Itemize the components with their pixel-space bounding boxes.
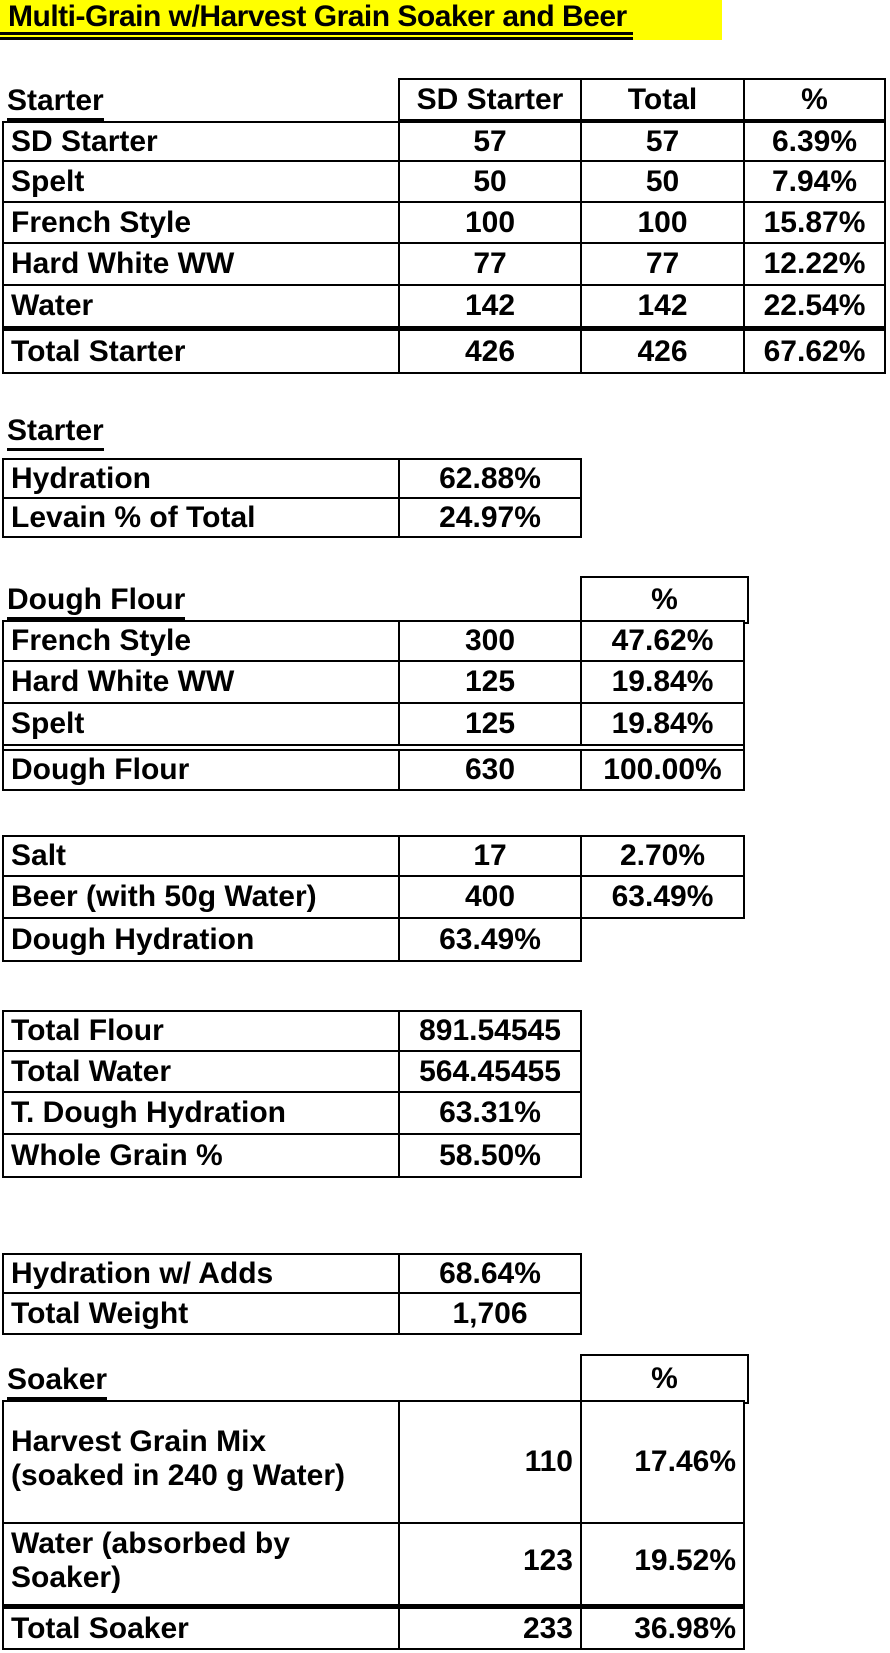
cell-percent: 58.50% — [400, 1135, 580, 1176]
row-label: SD Starter — [4, 123, 398, 160]
cell-value: 1,706 — [400, 1294, 580, 1333]
cell-percent: 15.87% — [745, 203, 884, 242]
row-label: Spelt — [4, 162, 398, 201]
cell-value: 125 — [400, 662, 580, 702]
row-label: Water (absorbed by Soaker) — [4, 1524, 398, 1604]
salt-beer-percent-column: 2.70% 63.49% — [580, 835, 745, 919]
total-row-label: Total Starter — [4, 331, 398, 372]
cell-value: 125 — [400, 704, 580, 744]
row-label: Water — [4, 286, 398, 326]
cell-value: 50 — [582, 162, 743, 201]
thick-divider — [4, 328, 884, 329]
starter-section-label: Starter — [7, 84, 104, 121]
cell-percent: 63.31% — [400, 1093, 580, 1133]
dough-flour-table: French Style 300 47.62% Hard White WW 12… — [2, 620, 745, 791]
total-row-label: Dough Flour — [4, 751, 398, 789]
soaker-percent-header: % — [580, 1354, 749, 1404]
row-label: French Style — [4, 203, 398, 242]
dough-flour-section-label: Dough Flour — [7, 583, 186, 620]
row-label: Dough Hydration — [4, 919, 398, 960]
cell-percent: 19.52% — [582, 1524, 743, 1604]
row-label: Total Water — [4, 1052, 398, 1091]
cell-value: 77 — [582, 244, 743, 284]
total-cell-value: 426 — [582, 331, 743, 372]
cell-value: 110 — [400, 1402, 580, 1522]
row-label: Whole Grain % — [4, 1135, 398, 1176]
cell-value: 400 — [400, 877, 580, 917]
recipe-title: Multi-Grain w/Harvest Grain Soaker and B… — [0, 0, 633, 40]
cell-value: 142 — [400, 286, 580, 326]
cell-value: 17 — [400, 837, 580, 875]
starter-table-body: SD Starter 57 57 6.39% Spelt 50 50 7.94%… — [2, 121, 886, 374]
row-label: T. Dough Hydration — [4, 1093, 398, 1133]
row-label: Salt — [4, 837, 398, 875]
cell-value: 123 — [400, 1524, 580, 1604]
total-cell-percent: 67.62% — [745, 331, 884, 372]
soaker-section-label: Soaker — [7, 1363, 108, 1400]
row-label: Total Weight — [4, 1294, 398, 1333]
cell-value: 100 — [582, 203, 743, 242]
total-cell-percent: 36.98% — [582, 1609, 743, 1648]
starter-stats-section-label: Starter — [7, 414, 104, 451]
cell-percent: 63.49% — [400, 919, 580, 960]
starter-table-header: SD Starter Total % — [398, 78, 886, 121]
cell-value: 891.54545 — [400, 1012, 580, 1050]
cell-percent: 19.84% — [582, 704, 743, 744]
recipe-title-highlight: Multi-Grain w/Harvest Grain Soaker and B… — [0, 0, 722, 40]
cell-percent: 62.88% — [400, 460, 580, 497]
cell-value: 50 — [400, 162, 580, 201]
row-label: Hydration w/ Adds — [4, 1255, 398, 1292]
cell-value: 300 — [400, 622, 580, 660]
row-label: Beer (with 50g Water) — [4, 877, 398, 917]
row-label: Hydration — [4, 460, 398, 497]
row-label: French Style — [4, 622, 398, 660]
row-label: Harvest Grain Mix (soaked in 240 g Water… — [4, 1402, 398, 1522]
starter-stats-table: Hydration 62.88% Levain % of Total 24.97… — [2, 458, 582, 538]
cell-value: 142 — [582, 286, 743, 326]
cell-percent: 7.94% — [745, 162, 884, 201]
row-label: Hard White WW — [4, 662, 398, 702]
row-label: Spelt — [4, 704, 398, 744]
double-rule-divider — [4, 746, 743, 749]
cell-percent: 68.64% — [400, 1255, 580, 1292]
adds-table: Hydration w/ Adds 68.64% Total Weight 1,… — [2, 1253, 582, 1335]
cell-percent: 17.46% — [582, 1402, 743, 1522]
cell-percent: 22.54% — [745, 286, 884, 326]
row-label: Levain % of Total — [4, 499, 398, 536]
row-label: Hard White WW — [4, 244, 398, 284]
cell-value: 77 — [400, 244, 580, 284]
cell-percent: 47.62% — [582, 622, 743, 660]
total-cell-percent: 100.00% — [582, 751, 743, 789]
header-sd-starter: SD Starter — [400, 80, 580, 119]
dough-flour-percent-header: % — [580, 576, 749, 624]
total-cell-value: 233 — [400, 1609, 580, 1648]
cell-value: 100 — [400, 203, 580, 242]
salt-beer-table: Salt 17 Beer (with 50g Water) 400 Dough … — [2, 835, 582, 962]
cell-percent: 12.22% — [745, 244, 884, 284]
total-cell-value: 630 — [400, 751, 580, 789]
cell-percent: 6.39% — [745, 123, 884, 160]
soaker-table: Harvest Grain Mix (soaked in 240 g Water… — [2, 1400, 745, 1650]
cell-percent: 19.84% — [582, 662, 743, 702]
cell-value: 57 — [400, 123, 580, 160]
header-total: Total — [582, 80, 743, 119]
total-row-label: Total Soaker — [4, 1609, 398, 1648]
cell-percent: 2.70% — [582, 837, 743, 875]
total-cell-value: 426 — [400, 331, 580, 372]
cell-value: 564.45455 — [400, 1052, 580, 1091]
dough-totals-table: Total Flour 891.54545 Total Water 564.45… — [2, 1010, 582, 1178]
cell-percent: 24.97% — [400, 499, 580, 536]
thick-divider — [4, 1606, 743, 1607]
cell-percent: 63.49% — [582, 877, 743, 917]
header-percent: % — [745, 80, 884, 119]
cell-value: 57 — [582, 123, 743, 160]
row-label: Total Flour — [4, 1012, 398, 1050]
